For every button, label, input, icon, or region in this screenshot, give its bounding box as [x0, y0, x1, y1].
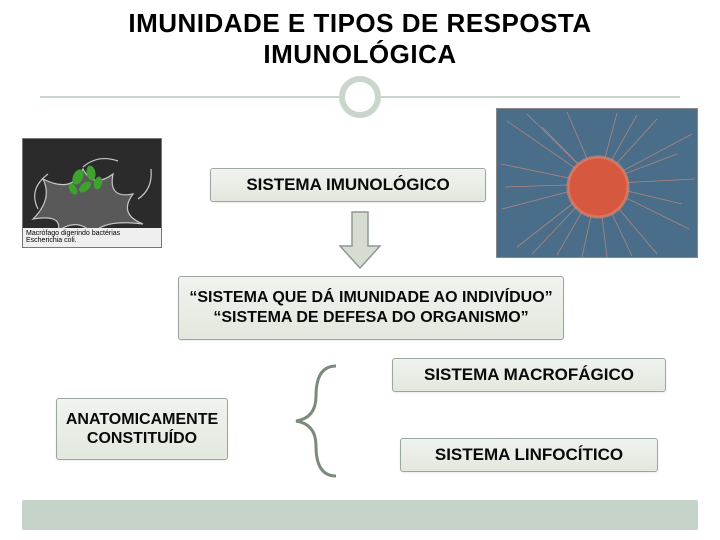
box-anatomicamente: ANATOMICAMENTE CONSTITUÍDO — [56, 398, 228, 460]
box-definicao-label: “SISTEMA QUE DÁ IMUNIDADE AO INDIVÍDUO” … — [187, 288, 555, 328]
box-anatomicamente-label: ANATOMICAMENTE CONSTITUÍDO — [59, 410, 225, 448]
image-macrophage-caption: Macrófago digerindo bactérias Escherichi… — [23, 228, 161, 247]
immune-cell-svg-icon — [497, 109, 698, 258]
box-definicao: “SISTEMA QUE DÁ IMUNIDADE AO INDIVÍDUO” … — [178, 276, 564, 340]
image-immune-cell — [496, 108, 698, 258]
box-macrofagico: SISTEMA MACROFÁGICO — [392, 358, 666, 392]
footer-bar — [22, 500, 698, 530]
brace-icon — [276, 356, 356, 486]
box-linfocitico-label: SISTEMA LINFOCÍTICO — [435, 445, 623, 465]
arrow-down-icon — [336, 208, 384, 272]
box-macrofagico-label: SISTEMA MACROFÁGICO — [424, 365, 634, 385]
slide-title: IMUNIDADE E TIPOS DE RESPOSTA IMUNOLÓGIC… — [0, 0, 720, 70]
circle-decor-icon — [339, 76, 381, 118]
box-linfocitico: SISTEMA LINFOCÍTICO — [400, 438, 658, 472]
title-line-2: IMUNOLÓGICA — [0, 39, 720, 70]
box-sistema-label: SISTEMA IMUNOLÓGICO — [246, 175, 449, 195]
title-line-1: IMUNIDADE E TIPOS DE RESPOSTA — [0, 8, 720, 39]
title-rule — [40, 96, 680, 98]
box-sistema-imunologico: SISTEMA IMUNOLÓGICO — [210, 168, 486, 202]
image-macrophage: Macrófago digerindo bactérias Escherichi… — [22, 138, 162, 248]
